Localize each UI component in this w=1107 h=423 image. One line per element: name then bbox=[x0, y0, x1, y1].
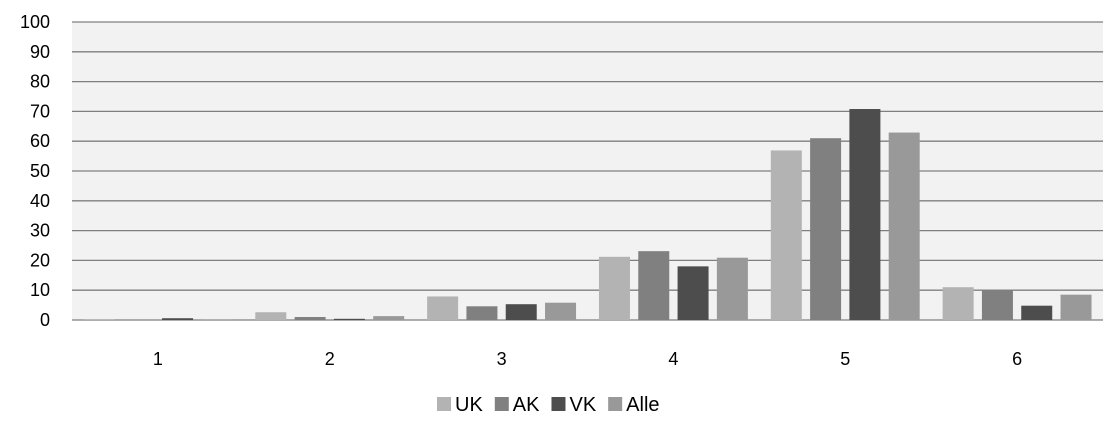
bar-ak-2 bbox=[294, 317, 326, 320]
legend-swatch-vk bbox=[551, 397, 566, 411]
y-tick-label: 90 bbox=[30, 42, 50, 62]
bar-alle-6 bbox=[1060, 294, 1092, 320]
y-tick-label: 80 bbox=[30, 72, 50, 92]
bar-alle-1 bbox=[201, 319, 233, 320]
bar-ak-6 bbox=[981, 289, 1013, 320]
bar-uk-5 bbox=[770, 150, 802, 320]
bar-alle-2 bbox=[373, 316, 405, 320]
y-tick-label: 30 bbox=[30, 221, 50, 241]
bar-ak-4 bbox=[638, 251, 670, 320]
y-tick-label: 100 bbox=[20, 12, 50, 32]
legend-swatch-uk bbox=[437, 397, 451, 411]
legend-label-alle: Alle bbox=[626, 394, 659, 416]
x-tick-label: 4 bbox=[668, 349, 678, 369]
y-tick-label: 0 bbox=[40, 310, 50, 330]
legend-label-uk: UK bbox=[455, 394, 483, 416]
bar-alle-4 bbox=[716, 257, 748, 320]
bar-ak-5 bbox=[810, 138, 842, 320]
y-tick-label: 70 bbox=[30, 101, 50, 121]
bar-vk-2 bbox=[333, 318, 365, 320]
y-tick-label: 10 bbox=[30, 280, 50, 300]
bar-vk-1 bbox=[162, 318, 194, 320]
x-tick-label: 2 bbox=[325, 349, 335, 369]
x-tick-label: 1 bbox=[153, 349, 163, 369]
legend-swatch-alle bbox=[608, 397, 623, 411]
y-tick-label: 40 bbox=[30, 191, 50, 211]
x-tick-label: 5 bbox=[840, 349, 850, 369]
legend-swatch-ak bbox=[494, 397, 509, 411]
bar-vk-5 bbox=[849, 109, 881, 321]
y-tick-label: 60 bbox=[30, 131, 50, 151]
legend-label-ak: AK bbox=[513, 394, 540, 416]
x-tick-label: 3 bbox=[497, 349, 507, 369]
y-tick-label: 20 bbox=[30, 250, 50, 270]
bars bbox=[83, 109, 1092, 321]
gridlines bbox=[72, 21, 1103, 321]
bar-alle-3 bbox=[545, 302, 577, 320]
y-axis-tick-labels: 0 10 20 30 40 50 60 70 80 90 100 bbox=[20, 12, 50, 330]
bar-uk-4 bbox=[598, 256, 630, 320]
legend: UK AK VK Alle bbox=[437, 394, 660, 416]
bar-ak-3 bbox=[466, 306, 498, 320]
bar-vk-6 bbox=[1021, 305, 1053, 320]
legend-label-vk: VK bbox=[569, 394, 596, 416]
bar-uk-6 bbox=[942, 287, 974, 320]
bar-uk-3 bbox=[427, 296, 459, 320]
bar-vk-4 bbox=[677, 266, 709, 320]
bar-vk-3 bbox=[505, 304, 537, 320]
x-axis-tick-labels: 1 2 3 4 5 6 bbox=[153, 349, 1022, 369]
y-tick-label: 50 bbox=[30, 161, 50, 181]
bar-alle-5 bbox=[888, 132, 920, 320]
bar-uk-2 bbox=[255, 312, 287, 320]
x-tick-label: 6 bbox=[1012, 349, 1022, 369]
